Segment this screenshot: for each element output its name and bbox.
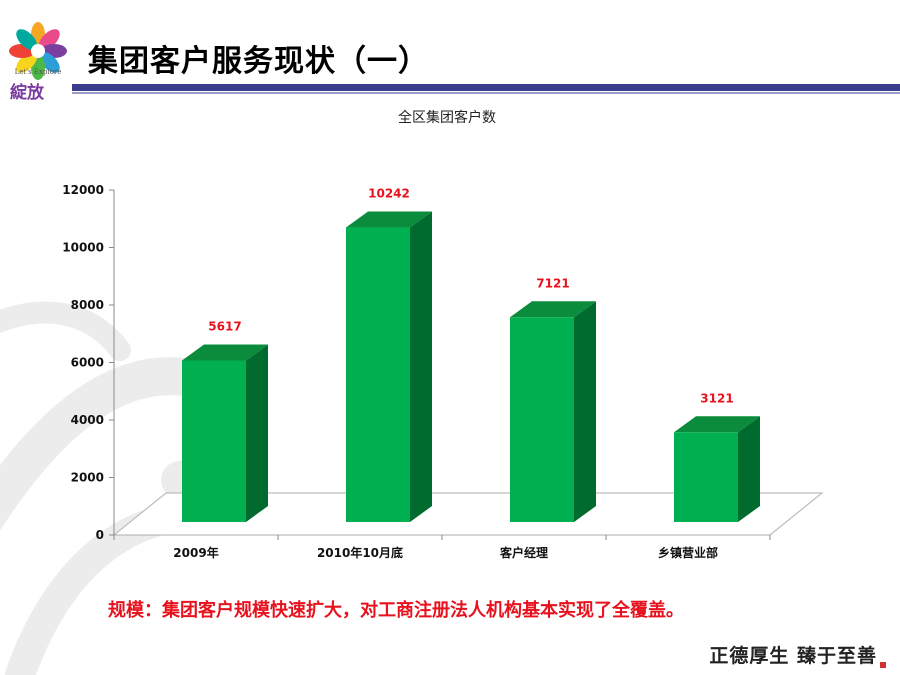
y-tick-label: 4000 <box>71 413 104 427</box>
motto-text: 正德厚生 臻于至善 <box>709 645 877 667</box>
summary-note: 规模：集团客户规模快速扩大，对工商注册法人机构基本实现了全覆盖。 <box>108 600 684 621</box>
bar-front <box>346 227 410 523</box>
bar-front <box>674 432 738 522</box>
y-tick-label: 8000 <box>71 298 104 312</box>
x-tick-label: 2009年 <box>173 545 218 560</box>
page-title: 集团客户服务现状（一） <box>88 44 429 79</box>
y-tick-label: 6000 <box>71 356 104 370</box>
data-label: 3121 <box>700 391 733 405</box>
motto-signature: 正德厚生 臻于至善 <box>709 641 886 668</box>
x-tick-label: 客户经理 <box>499 545 548 560</box>
title-underline-accent <box>72 92 900 94</box>
bar-top <box>674 416 760 433</box>
bar-side <box>246 344 268 522</box>
flower-logo <box>9 22 67 80</box>
y-tick-label: 10000 <box>62 241 104 255</box>
bar-top <box>182 344 268 361</box>
logo-caption: Let's Explore <box>14 68 62 76</box>
data-label: 7121 <box>536 276 569 290</box>
bar <box>182 344 268 522</box>
y-tick-label: 0 <box>96 528 104 542</box>
bar-front <box>182 360 246 522</box>
bar-side <box>574 301 596 522</box>
chart-floor <box>112 492 824 536</box>
chart-title: 全区集团客户数 <box>398 109 496 126</box>
data-label: 10242 <box>368 187 410 201</box>
seal-stamp-icon <box>880 662 886 668</box>
title-underline-bar <box>72 84 900 91</box>
bar <box>346 211 432 523</box>
y-tick-label: 2000 <box>71 471 104 485</box>
bar-side <box>410 211 432 523</box>
data-label: 5617 <box>208 320 241 334</box>
bar-top <box>510 301 596 318</box>
bar-side <box>738 416 760 522</box>
bar-top <box>346 211 432 228</box>
logo-name: 綻放 <box>10 83 44 103</box>
y-tick-label: 12000 <box>62 183 104 197</box>
x-tick-label: 2010年10月底 <box>317 545 403 560</box>
x-tick-label: 乡镇营业部 <box>658 545 718 560</box>
bar <box>674 416 760 522</box>
bar-front <box>510 317 574 522</box>
bar <box>510 301 596 522</box>
